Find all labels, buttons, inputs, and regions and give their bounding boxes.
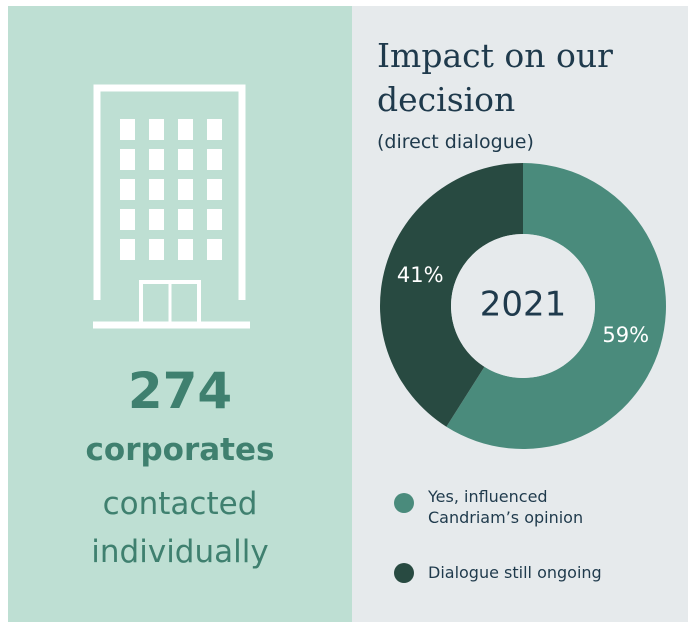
stat-label: contacted individually — [91, 486, 269, 570]
legend-swatch — [394, 493, 414, 513]
legend-label: Dialogue still ongoing — [428, 563, 602, 582]
window — [207, 149, 222, 170]
windows — [120, 119, 222, 260]
window — [178, 149, 193, 170]
center-label: 2021 — [480, 285, 567, 325]
stat-label-bold: corporates — [85, 432, 275, 468]
window — [178, 239, 193, 260]
donut-segment — [446, 163, 666, 450]
window — [207, 209, 222, 230]
window — [178, 119, 193, 140]
legend-swatch — [394, 563, 414, 583]
value-label: 59% — [602, 323, 649, 347]
chart-subtitle: (direct dialogue) — [377, 131, 534, 153]
left-panel — [8, 6, 352, 622]
window — [120, 239, 135, 260]
donut-hole — [451, 234, 595, 378]
donut-segment — [379, 163, 523, 427]
window — [178, 179, 193, 200]
donut: 59% 41% 2021 — [379, 163, 666, 583]
window — [149, 119, 164, 140]
window — [207, 239, 222, 260]
window — [178, 209, 193, 230]
building-icon — [93, 84, 250, 329]
value-label: 41% — [397, 263, 444, 287]
window — [120, 179, 135, 200]
window — [207, 119, 222, 140]
chart-title: Impact on our decision — [377, 36, 613, 119]
stat-value: 274 — [127, 362, 233, 420]
window — [149, 179, 164, 200]
building-outline — [93, 84, 246, 300]
window — [120, 209, 135, 230]
window — [149, 239, 164, 260]
window — [120, 149, 135, 170]
window — [149, 149, 164, 170]
window — [149, 209, 164, 230]
legend-label: Yes, influenced Candriam’s opinion — [428, 487, 584, 527]
window — [207, 179, 222, 200]
window — [120, 119, 135, 140]
